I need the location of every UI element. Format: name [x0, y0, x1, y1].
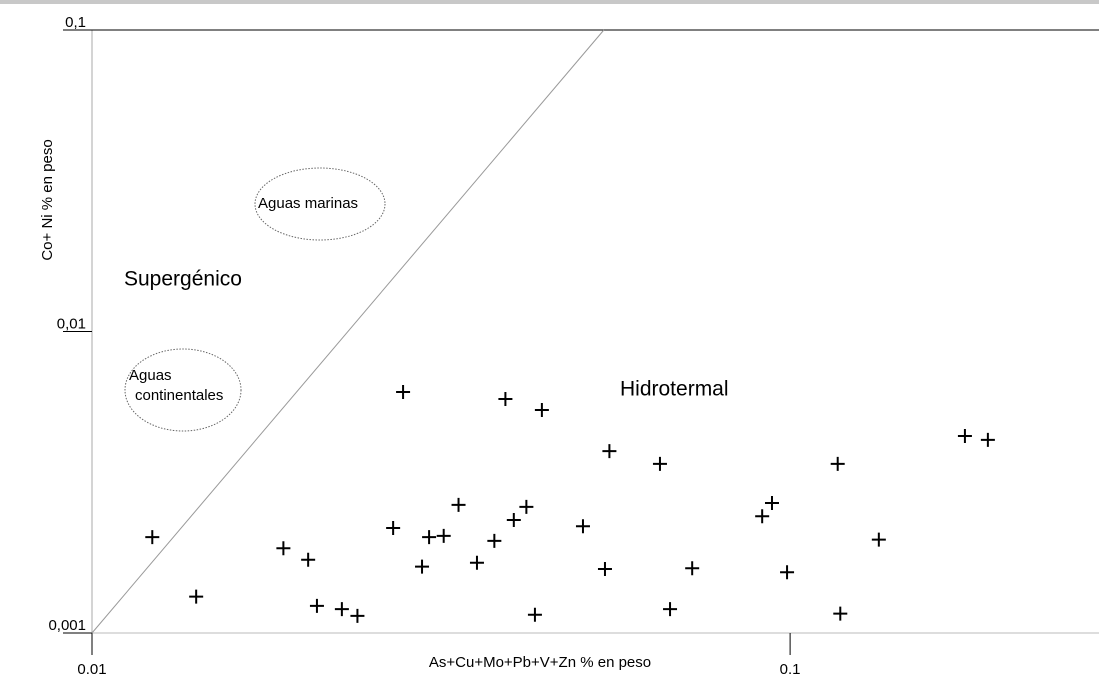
window-border — [0, 0, 1099, 4]
point — [309, 598, 324, 613]
point — [436, 528, 451, 543]
point — [145, 530, 160, 545]
point — [833, 606, 848, 621]
point — [780, 565, 795, 580]
point — [276, 541, 291, 556]
point — [830, 456, 845, 471]
point — [519, 499, 534, 514]
y-tick-label: 0,001 — [48, 617, 86, 634]
x-axis-label: As+Cu+Mo+Pb+V+Zn % en peso — [429, 654, 651, 671]
annotation: continentales — [135, 387, 223, 404]
point — [755, 509, 770, 524]
point — [451, 497, 466, 512]
point — [415, 559, 430, 574]
point — [957, 429, 972, 444]
point — [386, 520, 401, 535]
point — [575, 519, 590, 534]
y-tick-label: 0,1 — [65, 14, 86, 31]
point — [334, 602, 349, 617]
point — [527, 607, 542, 622]
point — [602, 444, 617, 459]
annotation: Hidrotermal — [620, 378, 729, 401]
y-tick-label: 0,01 — [57, 315, 86, 332]
point — [396, 384, 411, 399]
annotation: Aguas — [129, 367, 172, 384]
point — [469, 555, 484, 570]
point — [980, 432, 995, 447]
point — [422, 530, 437, 545]
point — [685, 561, 700, 576]
y-axis-label: Co+ Ni % en peso — [39, 139, 56, 260]
region-ellipse — [124, 348, 242, 432]
point — [534, 403, 549, 418]
boundary-line — [91, 29, 605, 634]
point — [301, 552, 316, 567]
annotation: Supergénico — [124, 268, 242, 291]
point — [597, 562, 612, 577]
point — [498, 392, 513, 407]
region-ellipse — [254, 167, 386, 241]
x-tick-label: 0.01 — [77, 661, 106, 677]
point — [506, 513, 521, 528]
point — [487, 533, 502, 548]
point — [652, 456, 667, 471]
x-tick-label: 0.1 — [780, 661, 801, 677]
point — [764, 495, 779, 510]
point — [871, 532, 886, 547]
point — [350, 608, 365, 623]
point — [663, 602, 678, 617]
point — [189, 589, 204, 604]
annotation: Aguas marinas — [258, 195, 358, 212]
